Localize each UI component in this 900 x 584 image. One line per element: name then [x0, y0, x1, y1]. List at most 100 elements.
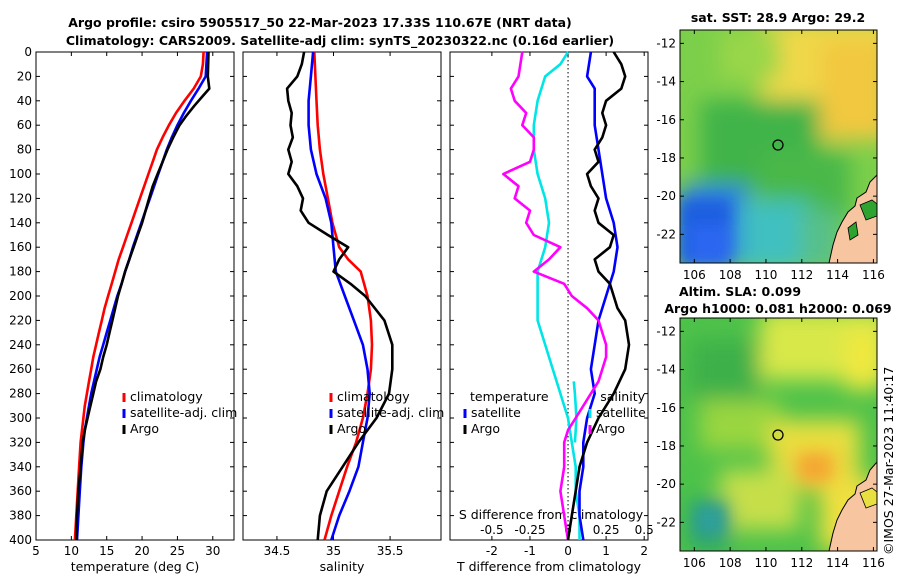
x-tick-label: -2 — [486, 544, 498, 558]
sla-map: Altim. SLA: 0.099 Argo h1000: 0.081 h200… — [656, 284, 891, 570]
legend-label: climatology — [130, 389, 203, 404]
legend-label: Argo — [130, 421, 159, 436]
map-y-tick-label: -20 — [656, 477, 676, 491]
temperature-plot-frame — [35, 51, 235, 541]
figure-title-line2: Climatology: CARS2009. Satellite-adj cli… — [66, 33, 614, 49]
x-tick-label: 15 — [99, 544, 114, 558]
sst-map-axes: 106 108 110 112 114 116 -12 -14 -16 -18 -20 -22 — [656, 30, 885, 282]
map-x-tick-label: 114 — [826, 268, 849, 282]
y-tick-label: 260 — [9, 362, 32, 376]
map-x-tick-label: 114 — [826, 556, 849, 570]
y-tick-label: 340 — [9, 460, 32, 474]
map-x-tick-label: 112 — [790, 556, 813, 570]
map-x-tick-label: 116 — [862, 556, 885, 570]
y-tick-label: 60 — [17, 118, 32, 132]
x-tick-label: 35.5 — [377, 544, 404, 558]
difference-x-axis-label: T difference from climatology — [456, 559, 642, 574]
y-tick-label: 380 — [9, 509, 32, 523]
map-x-tick-label: 116 — [862, 268, 885, 282]
legend-label: satellite — [471, 405, 521, 420]
map-y-tick-label: -16 — [656, 113, 676, 127]
s-diff-tick-label: 0.5 — [635, 523, 654, 537]
salinity-x-axis-label: salinity — [320, 559, 365, 574]
salinity-panel: 34.5 35 35.5 salinity climatologysatellite-a… — [242, 51, 444, 574]
y-tick-label: 20 — [17, 69, 32, 83]
map-y-tick-label: -22 — [656, 227, 676, 241]
imos-credit: ©IMOS 27-Mar-2023 11:40:17 — [881, 367, 896, 555]
sst-map-float-marker — [772, 139, 784, 151]
s-diff-axis-label: S difference from climatology — [459, 507, 644, 522]
x-tick-label: 30 — [205, 544, 220, 558]
map-y-tick-label: -18 — [656, 151, 676, 165]
y-tick-label: 140 — [9, 216, 32, 230]
map-y-tick-label: -14 — [656, 75, 676, 89]
map-y-tick-label: -18 — [656, 439, 676, 453]
x-tick-label: 25 — [170, 544, 185, 558]
x-tick-label: 1 — [602, 544, 610, 558]
legend-label: satellite-adj. clim — [337, 405, 444, 420]
legend-label: satellite — [596, 405, 646, 420]
difference-panel: -2 -1 0 1 2T difference from climatology S di… — [449, 51, 654, 574]
legend-label: Argo — [337, 421, 366, 436]
series-line-climatology — [73, 51, 205, 541]
temperature-panel: 0 20 40 60 80 100 120 140 160 180 200 220 240 260 280 3… — [9, 45, 237, 574]
map-x-tick-label: 110 — [755, 268, 778, 282]
series-line-s-satellite — [572, 381, 578, 443]
legend-label: satellite-adj. clim — [130, 405, 237, 420]
x-tick-label: 35 — [326, 544, 341, 558]
map-y-tick-label: -22 — [656, 515, 676, 529]
map-y-tick-label: -14 — [656, 363, 676, 377]
legend-title: temperature — [470, 389, 549, 404]
sla-map-float-marker — [772, 429, 784, 441]
series-line-s-argo — [501, 51, 608, 541]
y-tick-label: 400 — [9, 533, 32, 547]
y-tick-label: 0 — [24, 45, 32, 59]
series-line-s-difference-argo — [566, 51, 631, 541]
legend-label: Argo — [471, 421, 500, 436]
y-tick-label: 320 — [9, 435, 32, 449]
sla-map-title: Altim. SLA: 0.099 — [679, 284, 801, 299]
sla-map-axes: 106 108 110 112 114 116 -12 -14 -16 -18 -20 -22 — [656, 318, 885, 570]
map-y-tick-label: -12 — [656, 36, 676, 50]
figure-title-line1: Argo profile: csiro 5905517_50 22-Mar-20… — [68, 15, 572, 31]
series-line-t-satellite — [532, 51, 581, 540]
s-diff-tick-label: 0.25 — [593, 523, 620, 537]
legend-title: salinity — [600, 389, 645, 404]
x-tick-label: 0 — [564, 544, 572, 558]
x-tick-label: -1 — [524, 544, 536, 558]
map-y-tick-label: -16 — [656, 401, 676, 415]
x-tick-label: 20 — [134, 544, 149, 558]
series-line-argo — [75, 51, 211, 541]
map-x-tick-label: 108 — [719, 556, 742, 570]
y-tick-label: 200 — [9, 289, 32, 303]
sst-map-title: sat. SST: 28.9 Argo: 29.2 — [691, 10, 865, 25]
series-line-satellite-adj-clim — [307, 51, 372, 541]
map-x-tick-label: 106 — [683, 556, 706, 570]
x-tick-label: 5 — [32, 544, 40, 558]
legend-label: Argo — [596, 421, 625, 436]
y-tick-label: 100 — [9, 167, 32, 181]
y-tick-label: 220 — [9, 313, 32, 327]
difference-plot-frame — [449, 51, 649, 541]
x-tick-label: 2 — [640, 544, 648, 558]
map-x-tick-label: 108 — [719, 268, 742, 282]
y-tick-label: 120 — [9, 191, 32, 205]
map-y-tick-label: -20 — [656, 189, 676, 203]
sst-map: sat. SST: 28.9 Argo: 29.2 106 108 110 112 11… — [656, 10, 885, 282]
y-tick-label: 40 — [17, 94, 32, 108]
map-x-tick-label: 106 — [683, 268, 706, 282]
s-diff-tick-label: 0 — [564, 523, 572, 537]
sla-map-subtitle: Argo h1000: 0.081 h2000: 0.069 — [664, 301, 891, 316]
legend-label: climatology — [337, 389, 410, 404]
x-tick-label: 10 — [64, 544, 79, 558]
x-tick-label: 34.5 — [264, 544, 291, 558]
s-diff-tick-label: -0.5 — [480, 523, 503, 537]
y-tick-label: 300 — [9, 411, 32, 425]
profile-panels: 0204060801001201401601802002202402602803… — [9, 45, 654, 574]
temperature-x-axis-label: temperature (deg C) — [71, 559, 200, 574]
y-tick-label: 240 — [9, 338, 32, 352]
s-diff-tick-label: -0.25 — [514, 523, 545, 537]
y-tick-label: 160 — [9, 240, 32, 254]
series-line-argo — [285, 51, 394, 541]
